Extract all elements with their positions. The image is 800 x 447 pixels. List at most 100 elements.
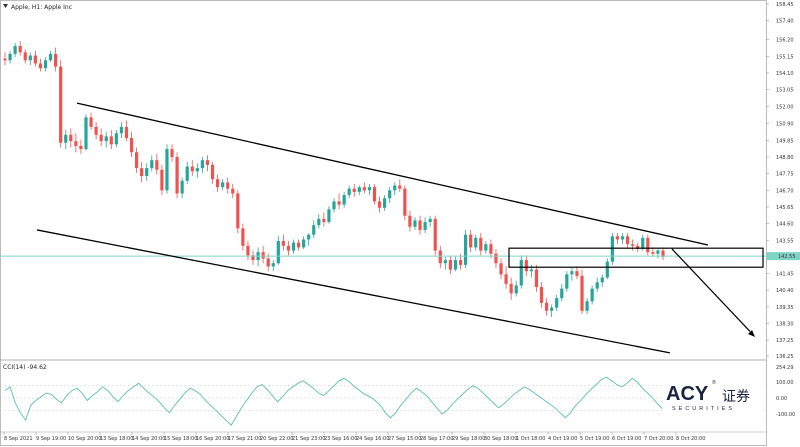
candle-body <box>580 275 584 311</box>
candle <box>605 258 609 280</box>
candle <box>215 174 220 192</box>
cci-indicator <box>0 376 766 426</box>
y-tick-label: 148.80 <box>776 155 794 161</box>
candle-body <box>271 263 275 267</box>
candle <box>210 161 215 184</box>
candle-body <box>565 274 569 289</box>
price-axis[interactable]: 158.45 157.40 156.20 155.15 154.10 153.05 152.… <box>766 2 794 360</box>
acy-securities-logo: ACY ® 证券 SECURITIES <box>662 378 762 412</box>
arrow-head-icon <box>748 329 755 337</box>
candlestick-series <box>3 41 665 318</box>
y-tick-label: 158.45 <box>776 2 794 8</box>
candle <box>185 161 189 184</box>
candle <box>135 147 139 173</box>
channel-lower-line <box>36 229 671 354</box>
candle-body <box>534 269 539 288</box>
candle <box>150 155 154 172</box>
candle-body <box>59 66 63 143</box>
candle <box>499 258 503 280</box>
candle-body <box>529 269 533 272</box>
y-tick-label: 149.85 <box>776 138 794 144</box>
candle <box>590 285 594 305</box>
y-tick-label: 154.10 <box>776 71 794 77</box>
candle-body <box>408 215 412 227</box>
candle-body <box>246 245 250 256</box>
candle <box>286 241 291 256</box>
candle-body <box>43 60 48 69</box>
candle-body <box>489 244 493 254</box>
cci-level-0: 0.00 <box>776 396 787 402</box>
candle <box>575 266 579 280</box>
candle <box>448 255 453 275</box>
candle <box>494 248 498 268</box>
candle-body <box>544 302 549 311</box>
triangle-down-icon[interactable] <box>3 4 8 8</box>
candle <box>3 52 7 66</box>
candle <box>261 245 265 264</box>
candle-body <box>393 185 397 191</box>
candle-body <box>79 145 83 150</box>
candle <box>388 187 392 203</box>
candle <box>307 233 311 246</box>
candle <box>428 215 432 227</box>
candle <box>479 233 483 256</box>
candle <box>519 255 523 289</box>
candle <box>327 206 331 224</box>
logo-tagline: SECURITIES <box>672 406 735 412</box>
candle <box>59 60 63 148</box>
candle <box>408 210 412 232</box>
candle-body <box>372 187 377 202</box>
candle-body <box>610 236 614 262</box>
candle <box>443 256 447 270</box>
candle <box>433 215 437 256</box>
candle-body <box>443 260 447 264</box>
y-tick-label: 147.75 <box>776 172 794 178</box>
x-tick-label: 13 Sep 18:00 <box>100 436 133 442</box>
candle-body <box>190 166 194 172</box>
y-tick-label: 139.35 <box>776 305 794 311</box>
candle-body <box>428 218 432 223</box>
candle-body <box>38 63 43 69</box>
candle-body <box>499 263 503 275</box>
candle <box>484 241 488 254</box>
candle <box>145 163 149 181</box>
candle-body <box>641 237 645 249</box>
y-tick-label: 141.45 <box>776 272 794 278</box>
candle <box>474 234 478 251</box>
candle-body <box>555 298 559 308</box>
x-tick-label: 8 Sep 2021 <box>4 436 33 442</box>
candle <box>489 239 493 259</box>
candle-body <box>13 46 17 54</box>
candle-body <box>347 188 351 196</box>
candle-body <box>48 53 53 61</box>
candle-body <box>494 253 498 264</box>
candle <box>226 177 230 194</box>
candle <box>84 114 88 151</box>
candle <box>8 50 12 64</box>
candle <box>170 144 174 162</box>
candle-body <box>74 141 78 146</box>
candle-body <box>231 188 235 194</box>
y-tick-label: 137.25 <box>776 338 794 344</box>
candle <box>322 212 326 227</box>
candle <box>555 294 559 311</box>
x-tick-label: 24 Sep 16:00 <box>356 436 389 442</box>
candle <box>246 241 250 261</box>
candle <box>190 160 194 177</box>
candle-body <box>286 245 291 251</box>
candle-body <box>625 236 630 245</box>
candle <box>271 260 275 272</box>
candle-body <box>403 188 407 216</box>
candle <box>48 50 53 62</box>
candle-body <box>448 260 453 270</box>
drawing-objects[interactable] <box>0 102 766 354</box>
candle-body <box>291 242 296 251</box>
candle-body <box>504 274 508 284</box>
candle <box>79 139 83 154</box>
candle-body <box>332 201 336 210</box>
candle <box>550 304 554 318</box>
candle-body <box>458 260 463 265</box>
